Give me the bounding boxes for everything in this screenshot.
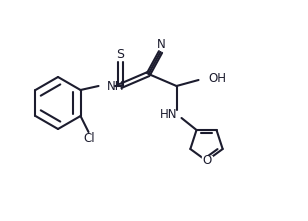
Text: O: O	[202, 154, 211, 167]
Text: HN: HN	[160, 109, 177, 122]
Text: NH: NH	[107, 80, 124, 93]
Polygon shape	[201, 156, 212, 165]
Text: Cl: Cl	[84, 133, 95, 145]
Text: S: S	[116, 48, 124, 61]
Text: N: N	[157, 38, 166, 51]
Text: OH: OH	[209, 72, 226, 86]
